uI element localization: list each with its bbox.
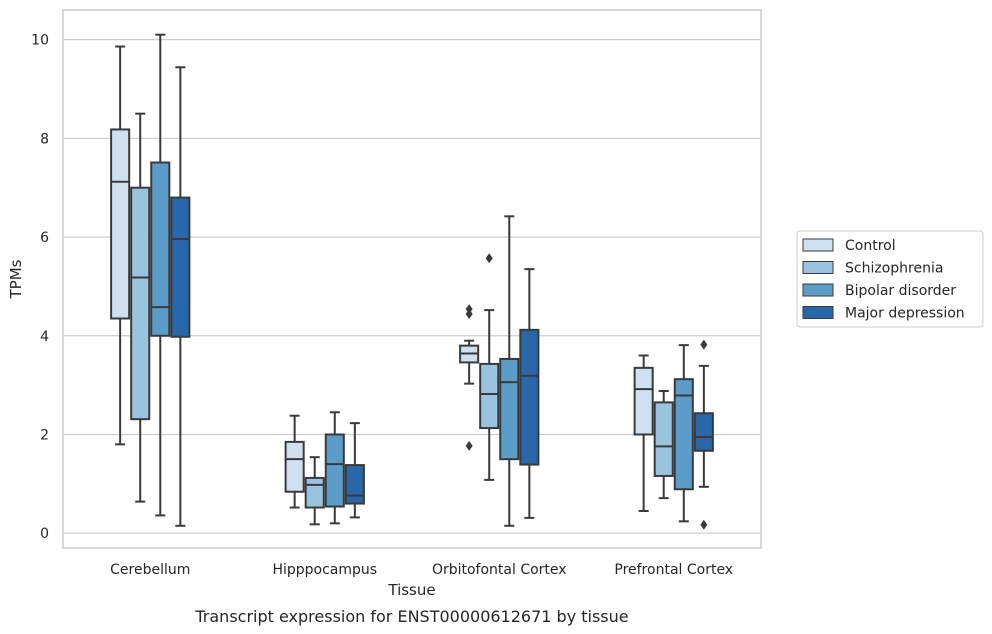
legend-label: Bipolar disorder: [845, 283, 956, 299]
box: [110, 45, 131, 446]
x-axis-label: Tissue: [387, 581, 435, 599]
box: [284, 414, 305, 509]
plot-frame: [62, 9, 762, 549]
box-body: [130, 186, 151, 421]
x-tick-label: Prefrontal Cortex: [614, 562, 733, 578]
x-tick-label: Orbitofontal Cortex: [432, 562, 567, 578]
box-body: [633, 366, 654, 436]
outlier-point: [700, 519, 708, 530]
outlier-point: [700, 339, 708, 350]
box: [304, 456, 325, 526]
box-body: [344, 464, 365, 505]
box: [324, 411, 345, 525]
box-body: [673, 378, 694, 491]
box-body: [304, 476, 325, 509]
box: [479, 253, 500, 481]
x-tick-labels: Cerebellum Hipppocampus Orbitofontal Corte…: [110, 562, 733, 578]
y-tick-label: 0: [40, 526, 49, 542]
outlier-point: [485, 253, 493, 264]
box: [519, 268, 540, 519]
outlier-point: [465, 304, 473, 315]
box: [344, 422, 365, 519]
legend-swatch: [802, 306, 834, 319]
box-body: [499, 357, 520, 461]
y-tick-label: 4: [40, 329, 49, 345]
box-body: [150, 161, 171, 337]
box-body: [284, 440, 305, 493]
chart-caption: Transcript expression for ENST0000061267…: [194, 607, 628, 626]
box-body: [110, 128, 131, 320]
y-tick-label: 10: [31, 33, 49, 49]
legend: Control Schizophrenia Bipolar disorder Majo…: [796, 230, 984, 328]
box: [459, 304, 480, 451]
legend-swatch: [802, 238, 834, 252]
y-tick-label: 6: [40, 230, 49, 246]
y-tick-labels: 0 2 4 6 8 10: [31, 33, 49, 543]
legend-label: Major depression: [845, 306, 965, 322]
legend-label: Control: [845, 238, 896, 254]
legend-frame: [796, 230, 984, 328]
box: [633, 354, 654, 512]
box: [150, 33, 171, 517]
legend-swatch: [802, 283, 834, 297]
x-tick-label: Cerebellum: [110, 562, 190, 578]
legend-label: Schizophrenia: [845, 261, 943, 277]
x-tick-label: Hipppocampus: [272, 562, 377, 578]
box-body: [653, 401, 674, 477]
box-body: [170, 196, 191, 338]
box: [653, 390, 674, 500]
box: [673, 344, 694, 523]
box: [499, 215, 520, 527]
outlier-point: [465, 440, 473, 451]
box: [693, 339, 714, 530]
box: [170, 66, 191, 527]
box-body: [324, 433, 345, 508]
y-tick-label: 2: [40, 427, 49, 443]
box-groups: [110, 33, 714, 530]
y-tick-label: 8: [40, 131, 49, 147]
box-body: [479, 362, 500, 430]
box-body: [693, 412, 714, 452]
y-axis-label: TPMs: [7, 259, 25, 299]
box-body: [519, 328, 540, 466]
legend-swatch: [802, 261, 834, 274]
box: [130, 112, 151, 503]
